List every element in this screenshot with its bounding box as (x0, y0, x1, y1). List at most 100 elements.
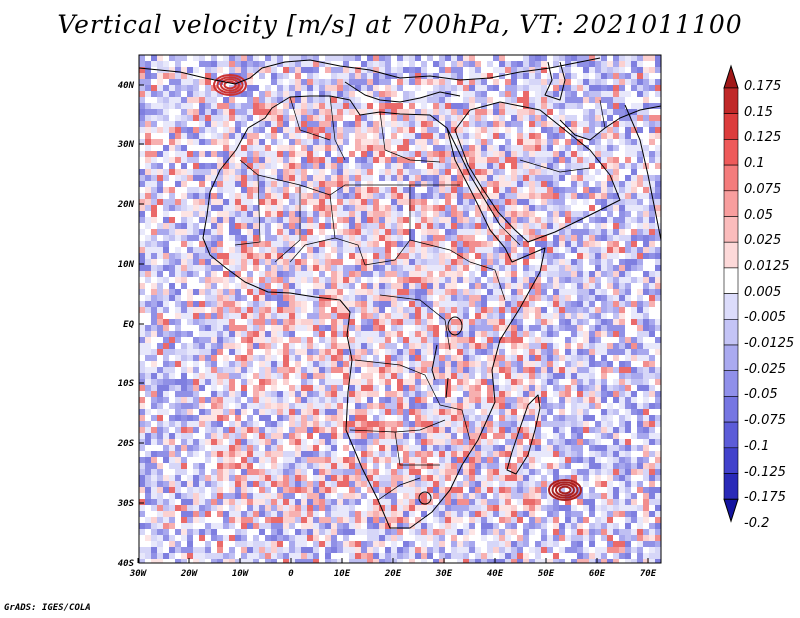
field-cell (139, 157, 145, 163)
field-cell (511, 289, 517, 295)
field-cell (271, 313, 277, 319)
field-cell (295, 85, 301, 91)
field-cell (619, 97, 625, 103)
field-cell (139, 373, 145, 379)
field-cell (283, 439, 289, 445)
field-cell (295, 199, 301, 205)
field-cell (169, 133, 175, 139)
field-cell (247, 157, 253, 163)
field-cell (151, 397, 157, 403)
field-cell (163, 319, 169, 325)
field-cell (541, 127, 547, 133)
field-cell (307, 127, 313, 133)
field-cell (631, 301, 637, 307)
field-cell (541, 319, 547, 325)
field-cell (619, 289, 625, 295)
field-cell (559, 61, 565, 67)
field-cell (463, 109, 469, 115)
field-cell (379, 121, 385, 127)
field-cell (379, 145, 385, 151)
field-cell (541, 355, 547, 361)
field-cell (421, 409, 427, 415)
field-cell (397, 127, 403, 133)
field-cell (295, 427, 301, 433)
field-cell (637, 91, 643, 97)
field-cell (547, 199, 553, 205)
field-cell (391, 325, 397, 331)
field-cell (463, 55, 469, 61)
field-cell (397, 421, 403, 427)
field-cell (295, 205, 301, 211)
field-cell (619, 367, 625, 373)
field-cell (331, 271, 337, 277)
field-cell (355, 325, 361, 331)
field-cell (289, 403, 295, 409)
field-cell (337, 319, 343, 325)
field-cell (481, 433, 487, 439)
field-cell (253, 319, 259, 325)
field-cell (199, 445, 205, 451)
field-cell (379, 277, 385, 283)
field-cell (193, 199, 199, 205)
field-cell (481, 343, 487, 349)
field-cell (241, 331, 247, 337)
field-cell (217, 145, 223, 151)
field-cell (427, 319, 433, 325)
field-cell (421, 283, 427, 289)
field-cell (403, 253, 409, 259)
field-cell (565, 235, 571, 241)
field-cell (505, 247, 511, 253)
field-cell (559, 85, 565, 91)
field-cell (259, 301, 265, 307)
field-cell (427, 283, 433, 289)
field-cell (577, 67, 583, 73)
field-cell (331, 295, 337, 301)
field-cell (331, 361, 337, 367)
field-cell (277, 199, 283, 205)
field-cell (343, 373, 349, 379)
field-cell (355, 205, 361, 211)
field-cell (523, 427, 529, 433)
field-cell (505, 199, 511, 205)
field-cell (481, 295, 487, 301)
field-cell (649, 445, 655, 451)
field-cell (307, 301, 313, 307)
field-cell (193, 301, 199, 307)
field-cell (217, 109, 223, 115)
field-cell (337, 403, 343, 409)
field-cell (601, 169, 607, 175)
field-cell (283, 403, 289, 409)
field-cell (523, 217, 529, 223)
field-cell (349, 139, 355, 145)
field-cell (193, 109, 199, 115)
field-cell (385, 229, 391, 235)
field-cell (301, 397, 307, 403)
field-cell (241, 391, 247, 397)
field-cell (289, 379, 295, 385)
field-cell (391, 373, 397, 379)
field-cell (445, 115, 451, 121)
field-cell (577, 409, 583, 415)
field-cell (535, 313, 541, 319)
field-cell (157, 445, 163, 451)
field-cell (601, 289, 607, 295)
field-cell (211, 247, 217, 253)
field-cell (199, 103, 205, 109)
field-cell (517, 67, 523, 73)
field-cell (355, 403, 361, 409)
field-cell (535, 79, 541, 85)
field-cell (253, 241, 259, 247)
field-cell (175, 169, 181, 175)
field-cell (421, 337, 427, 343)
field-cell (541, 163, 547, 169)
field-cell (139, 307, 145, 313)
field-cell (529, 175, 535, 181)
field-cell (487, 367, 493, 373)
field-cell (547, 271, 553, 277)
field-cell (613, 331, 619, 337)
field-cell (229, 331, 235, 337)
field-cell (373, 109, 379, 115)
field-cell (433, 373, 439, 379)
field-cell (211, 145, 217, 151)
field-cell (517, 271, 523, 277)
